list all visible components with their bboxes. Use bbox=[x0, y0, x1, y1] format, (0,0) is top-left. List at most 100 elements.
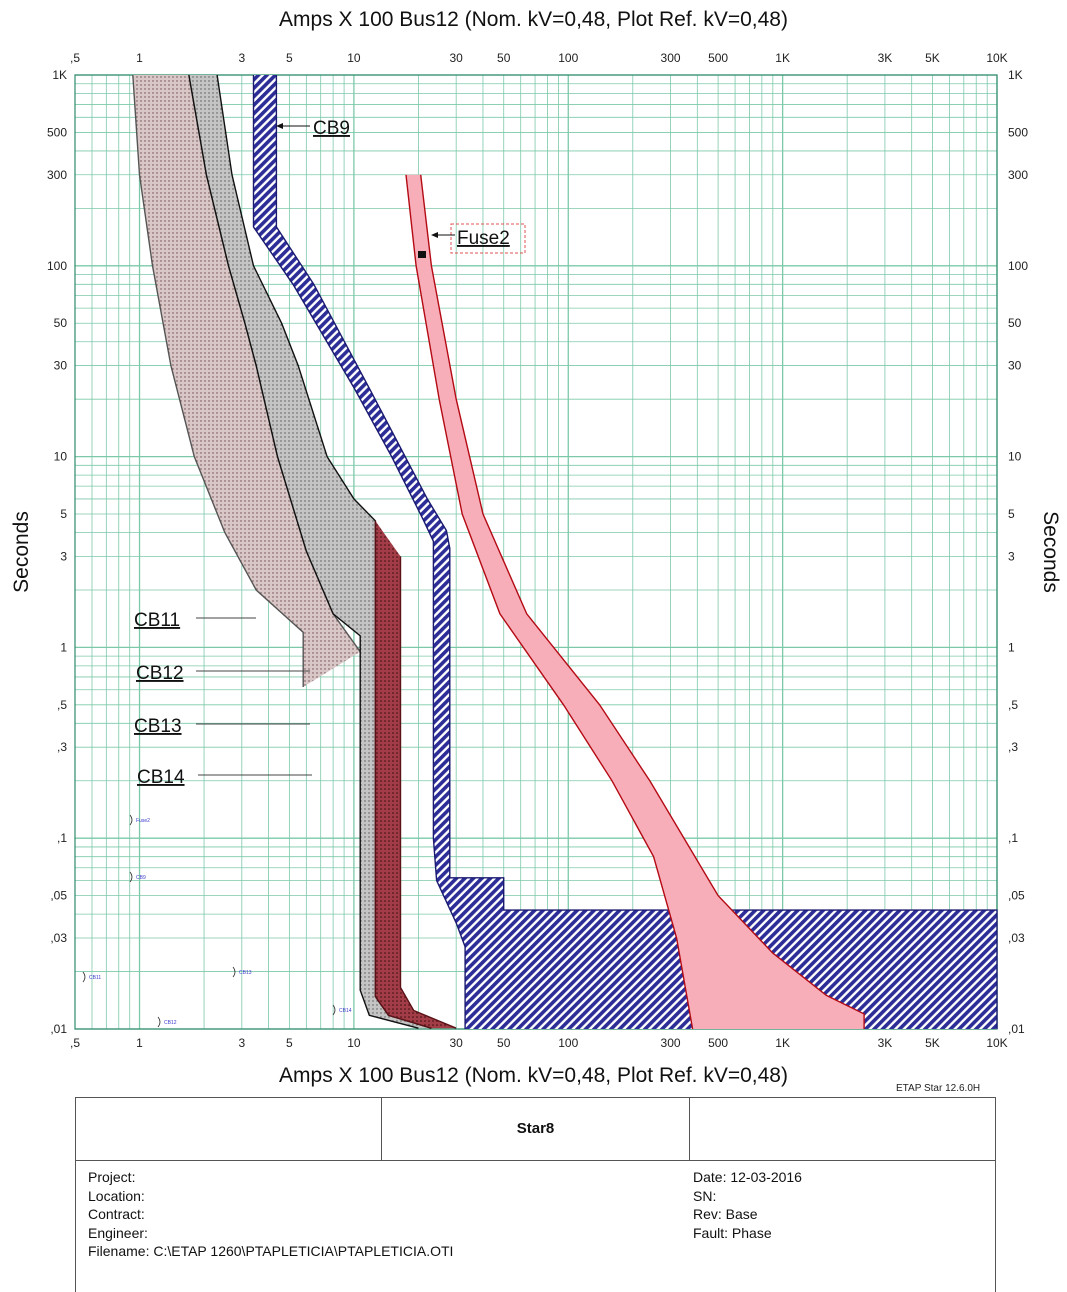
title-block-cell-left bbox=[75, 1097, 382, 1161]
x-tick-label-bottom: 300 bbox=[661, 1036, 681, 1050]
title-block-info-right: Date: 12-03-2016 SN: Rev: Base Fault: Ph… bbox=[693, 1168, 802, 1242]
curve-cb9-band bbox=[253, 75, 997, 1029]
annotations: CB9 Fuse2 CB11 CB12 CB13 CB14 Fuse2 CB9 CB11 CB13… bbox=[82, 118, 526, 1028]
y-tick-label-right: 5 bbox=[1008, 507, 1015, 521]
curve-cb13-edge-left bbox=[374, 520, 432, 1029]
curve-cb9-edge-left bbox=[252, 75, 466, 1029]
x-tick-label-top: 5K bbox=[925, 51, 940, 65]
location-label: Location: bbox=[88, 1187, 145, 1204]
fault-type: Fault: Phase bbox=[693, 1224, 772, 1241]
y-tick-label-left: 1K bbox=[52, 68, 67, 82]
y-tick-label-left: ,1 bbox=[57, 831, 67, 845]
x-tick-label-bottom: 3 bbox=[238, 1036, 245, 1050]
curve-cb12-edge-left bbox=[188, 74, 419, 1029]
y-tick-label-right: 1K bbox=[1008, 68, 1023, 82]
tcc-chart: ,5 ,5 1 1 3 3 5 5 10 10 30 30 50 50 100 100 300 300 500 500… bbox=[10, 51, 1062, 1050]
x-tick-label-bottom: 10 bbox=[347, 1036, 361, 1050]
serial-number: SN: bbox=[693, 1187, 717, 1204]
label-cb13: CB13 bbox=[134, 716, 182, 737]
x-tick-label-top: 30 bbox=[449, 51, 463, 65]
x-tick-label-bottom: 30 bbox=[449, 1036, 463, 1050]
x-tick-label-top: 1 bbox=[136, 51, 143, 65]
y-tick-label-left: ,03 bbox=[50, 931, 67, 945]
x-tick-label-top: 500 bbox=[708, 51, 728, 65]
y-tick-label-left: 10 bbox=[54, 450, 68, 464]
y-tick-label-right: 1 bbox=[1008, 640, 1015, 654]
y-tick-label-left: 30 bbox=[54, 359, 68, 373]
x-tick-label-top: 1K bbox=[775, 51, 790, 65]
tag-glyph bbox=[129, 871, 133, 883]
tag-glyph bbox=[129, 814, 133, 826]
x-tick-label-bottom: 1 bbox=[136, 1036, 143, 1050]
filename: Filename: C:\ETAP 1260\PTAPLETICIA\PTAPL… bbox=[88, 1243, 454, 1259]
y-tick-label-left: 5 bbox=[60, 507, 67, 521]
label-fuse2: Fuse2 bbox=[457, 228, 510, 249]
curve-cb9-edge-right bbox=[275, 75, 998, 1029]
label-cb14: CB14 bbox=[137, 767, 185, 788]
title-block-info-left: Project: Location: Contract: Engineer: F… bbox=[88, 1168, 453, 1261]
date: Date: 12-03-2016 bbox=[693, 1169, 802, 1185]
y-tick-label-left: ,05 bbox=[50, 889, 67, 903]
y-tick-label-left: 100 bbox=[47, 259, 67, 273]
y-tick-label-left: 300 bbox=[47, 168, 67, 182]
x-tick-label-bottom: 100 bbox=[558, 1036, 578, 1050]
x-tick-label-top: 3 bbox=[238, 51, 245, 65]
y-tick-label-right: ,5 bbox=[1008, 698, 1018, 712]
curve-cb11-edge-left bbox=[132, 74, 304, 687]
chart-title-bottom: Amps X 100 Bus12 (Nom. kV=0,48, Plot Ref… bbox=[279, 1064, 788, 1087]
x-tick-label-bottom: 10K bbox=[986, 1036, 1007, 1050]
revision: Rev: Base bbox=[693, 1206, 758, 1222]
tick-labels: ,5 ,5 1 1 3 3 5 5 10 10 30 30 50 50 100 100 300 300 500 500… bbox=[10, 51, 1062, 1050]
label-cb9: CB9 bbox=[313, 118, 350, 139]
software-version: ETAP Star 12.6.0H bbox=[896, 1083, 981, 1094]
label-cb12: CB12 bbox=[136, 663, 184, 684]
y-tick-label-left: ,01 bbox=[50, 1022, 67, 1036]
tag-cb12: CB12 bbox=[164, 1020, 177, 1026]
x-tick-label-bottom: 3K bbox=[878, 1036, 893, 1050]
curve-fuse2-band bbox=[406, 174, 865, 1030]
curve-layer bbox=[132, 74, 998, 1030]
y-tick-label-right: 50 bbox=[1008, 316, 1022, 330]
x-tick-label-top: 100 bbox=[558, 51, 578, 65]
tag-glyph bbox=[82, 971, 86, 983]
label-box-fuse2 bbox=[450, 223, 526, 254]
y-tick-label-right: 100 bbox=[1008, 259, 1028, 273]
tag-glyph bbox=[332, 1004, 336, 1016]
curve-cb13-band bbox=[375, 520, 457, 1029]
y-tick-label-right: 30 bbox=[1008, 359, 1022, 373]
x-tick-label-bottom: 1K bbox=[775, 1036, 790, 1050]
tag-cb11: CB11 bbox=[89, 975, 101, 981]
y-tick-label-right: 300 bbox=[1008, 168, 1028, 182]
y-tick-label-right: 3 bbox=[1008, 549, 1015, 563]
y-tick-label-right: ,03 bbox=[1008, 931, 1025, 945]
y-tick-label-left: 3 bbox=[60, 549, 67, 563]
curve-cb11-band bbox=[132, 75, 361, 687]
tag-cb14: CB14 bbox=[339, 1008, 352, 1014]
tag-cb9: CB9 bbox=[136, 875, 146, 881]
curve-cb12-band bbox=[188, 75, 432, 1029]
curve-fuse2-edge-right bbox=[420, 174, 865, 1029]
tag-fuse2: Fuse2 bbox=[136, 818, 150, 824]
engineer-label: Engineer: bbox=[88, 1224, 148, 1241]
x-tick-label-bottom: ,5 bbox=[70, 1036, 80, 1050]
x-tick-label-bottom: 50 bbox=[497, 1036, 511, 1050]
y-tick-label-right: 500 bbox=[1008, 125, 1028, 139]
y-tick-label-right: ,1 bbox=[1008, 831, 1018, 845]
y-tick-label-left: 50 bbox=[54, 316, 68, 330]
curve-cb13-edge-right bbox=[399, 556, 457, 1029]
title-block-cell-right bbox=[689, 1097, 996, 1161]
project-name: Star8 bbox=[516, 1120, 555, 1137]
tag-glyph bbox=[157, 1016, 161, 1028]
x-tick-label-top: 300 bbox=[661, 51, 681, 65]
y-tick-label-left: ,3 bbox=[57, 740, 67, 754]
y-tick-label-left: 500 bbox=[47, 125, 67, 139]
x-tick-label-bottom: 500 bbox=[708, 1036, 728, 1050]
arrow-cb9 bbox=[276, 123, 283, 129]
x-tick-label-bottom: 5K bbox=[925, 1036, 940, 1050]
x-tick-label-top: 50 bbox=[497, 51, 511, 65]
tag-glyph bbox=[232, 966, 236, 978]
y-tick-label-left: 1 bbox=[60, 640, 67, 654]
y-tick-label-left: ,5 bbox=[57, 698, 67, 712]
y-axis-label-left: Seconds bbox=[10, 511, 33, 593]
x-tick-label-top: ,5 bbox=[70, 51, 80, 65]
